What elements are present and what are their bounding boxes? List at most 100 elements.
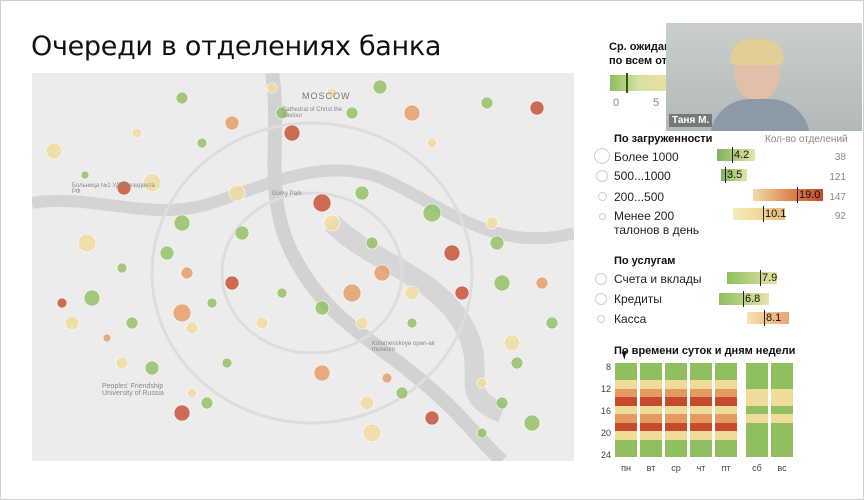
branch-bubble[interactable]	[196, 137, 208, 149]
heatmap-cell[interactable]	[771, 414, 793, 423]
branch-bubble[interactable]	[426, 137, 438, 149]
branch-bubble[interactable]	[56, 297, 68, 309]
heatmap-cell[interactable]	[715, 422, 737, 431]
heatmap-cell[interactable]	[746, 363, 768, 372]
branch-bubble[interactable]	[365, 236, 379, 250]
branch-bubble[interactable]	[116, 180, 132, 196]
heatmap-cell[interactable]	[640, 363, 662, 372]
heatmap-cell[interactable]	[771, 422, 793, 431]
load-row-label[interactable]: 200...500	[614, 190, 665, 204]
branch-bubble[interactable]	[131, 127, 143, 139]
branch-bubble[interactable]	[173, 404, 191, 422]
branch-bubble[interactable]	[355, 316, 369, 330]
heatmap-cell[interactable]	[665, 380, 687, 389]
load-row-label[interactable]: Менее 200	[614, 209, 675, 223]
heatmap-cell[interactable]	[746, 397, 768, 406]
branch-bubble[interactable]	[404, 285, 420, 301]
service-label[interactable]: Счета и вклады	[614, 272, 702, 286]
heatmap-cell[interactable]	[715, 371, 737, 380]
branch-bubble[interactable]	[403, 104, 421, 122]
heatmap-cell[interactable]	[771, 371, 793, 380]
heatmap-cell[interactable]	[640, 422, 662, 431]
branch-bubble[interactable]	[186, 387, 198, 399]
branch-bubble[interactable]	[535, 276, 549, 290]
branch-bubble[interactable]	[275, 106, 289, 120]
heatmap-cell[interactable]	[640, 388, 662, 397]
heatmap-cell[interactable]	[640, 439, 662, 448]
branch-bubble[interactable]	[80, 170, 90, 180]
heatmap-cell[interactable]	[771, 439, 793, 448]
heatmap-cell[interactable]	[615, 388, 637, 397]
branch-bubble[interactable]	[480, 96, 494, 110]
heatmap-cell[interactable]	[746, 414, 768, 423]
heatmap-cell[interactable]	[715, 431, 737, 440]
heatmap-cell[interactable]	[640, 448, 662, 457]
heatmap-cell[interactable]	[690, 388, 712, 397]
branch-bubble[interactable]	[83, 289, 101, 307]
branch-bubble[interactable]	[354, 185, 370, 201]
heatmap-cell[interactable]	[690, 371, 712, 380]
heatmap-cell[interactable]	[690, 448, 712, 457]
heatmap-cell[interactable]	[690, 380, 712, 389]
branch-bubble[interactable]	[485, 216, 499, 230]
heatmap-cell[interactable]	[771, 388, 793, 397]
branch-bubble[interactable]	[77, 233, 97, 253]
branch-bubble[interactable]	[510, 356, 524, 370]
branch-bubble[interactable]	[234, 225, 250, 241]
heatmap-cell[interactable]	[665, 388, 687, 397]
branch-bubble[interactable]	[372, 79, 388, 95]
branch-bubble[interactable]	[172, 303, 192, 323]
branch-bubble[interactable]	[142, 173, 162, 193]
branch-bubble[interactable]	[64, 315, 80, 331]
heatmap-cell[interactable]	[746, 422, 768, 431]
branch-bubble[interactable]	[545, 316, 559, 330]
heatmap-cell[interactable]	[615, 380, 637, 389]
branch-bubble[interactable]	[102, 333, 112, 343]
heatmap-cell[interactable]	[715, 363, 737, 372]
heatmap-cell[interactable]	[615, 363, 637, 372]
heatmap-cell[interactable]	[665, 405, 687, 414]
branch-bubble[interactable]	[200, 396, 214, 410]
heatmap-cell[interactable]	[640, 405, 662, 414]
branch-bubble[interactable]	[180, 266, 194, 280]
heatmap-cell[interactable]	[640, 397, 662, 406]
heatmap-cell[interactable]	[615, 405, 637, 414]
heatmap-cell[interactable]	[746, 405, 768, 414]
heatmap-cell[interactable]	[665, 397, 687, 406]
branch-bubble[interactable]	[276, 287, 288, 299]
heatmap-cell[interactable]	[690, 439, 712, 448]
heatmap-cell[interactable]	[771, 448, 793, 457]
heatmap-cell[interactable]	[615, 439, 637, 448]
heatmap-cell[interactable]	[690, 405, 712, 414]
heatmap-cell[interactable]	[715, 397, 737, 406]
branch-bubble[interactable]	[45, 142, 63, 160]
branch-bubble[interactable]	[523, 414, 541, 432]
branch-bubble[interactable]	[381, 372, 393, 384]
heatmap-cell[interactable]	[746, 388, 768, 397]
branch-bubble[interactable]	[116, 262, 128, 274]
heatmap-cell[interactable]	[615, 414, 637, 423]
branch-bubble[interactable]	[266, 82, 278, 94]
heatmap-cell[interactable]	[615, 431, 637, 440]
branch-bubble[interactable]	[476, 427, 488, 439]
heatmap-cell[interactable]	[665, 363, 687, 372]
heatmap-cell[interactable]	[640, 431, 662, 440]
branch-bubble[interactable]	[175, 91, 189, 105]
branch-bubble[interactable]	[313, 364, 331, 382]
branch-bubble[interactable]	[255, 316, 269, 330]
heatmap-cell[interactable]	[615, 397, 637, 406]
branch-bubble[interactable]	[493, 274, 511, 292]
heatmap-cell[interactable]	[715, 414, 737, 423]
service-label[interactable]: Касса	[614, 312, 647, 326]
branch-bubble[interactable]	[395, 386, 409, 400]
heatmap-cell[interactable]	[665, 431, 687, 440]
branch-bubble[interactable]	[206, 297, 218, 309]
heatmap-cell[interactable]	[665, 448, 687, 457]
heatmap-cell[interactable]	[615, 448, 637, 457]
heatmap-cell[interactable]	[640, 380, 662, 389]
branch-bubble[interactable]	[224, 115, 240, 131]
heatmap-cell[interactable]	[665, 371, 687, 380]
branch-bubble[interactable]	[228, 184, 246, 202]
branch-bubble[interactable]	[144, 360, 160, 376]
branch-bubble[interactable]	[373, 264, 391, 282]
